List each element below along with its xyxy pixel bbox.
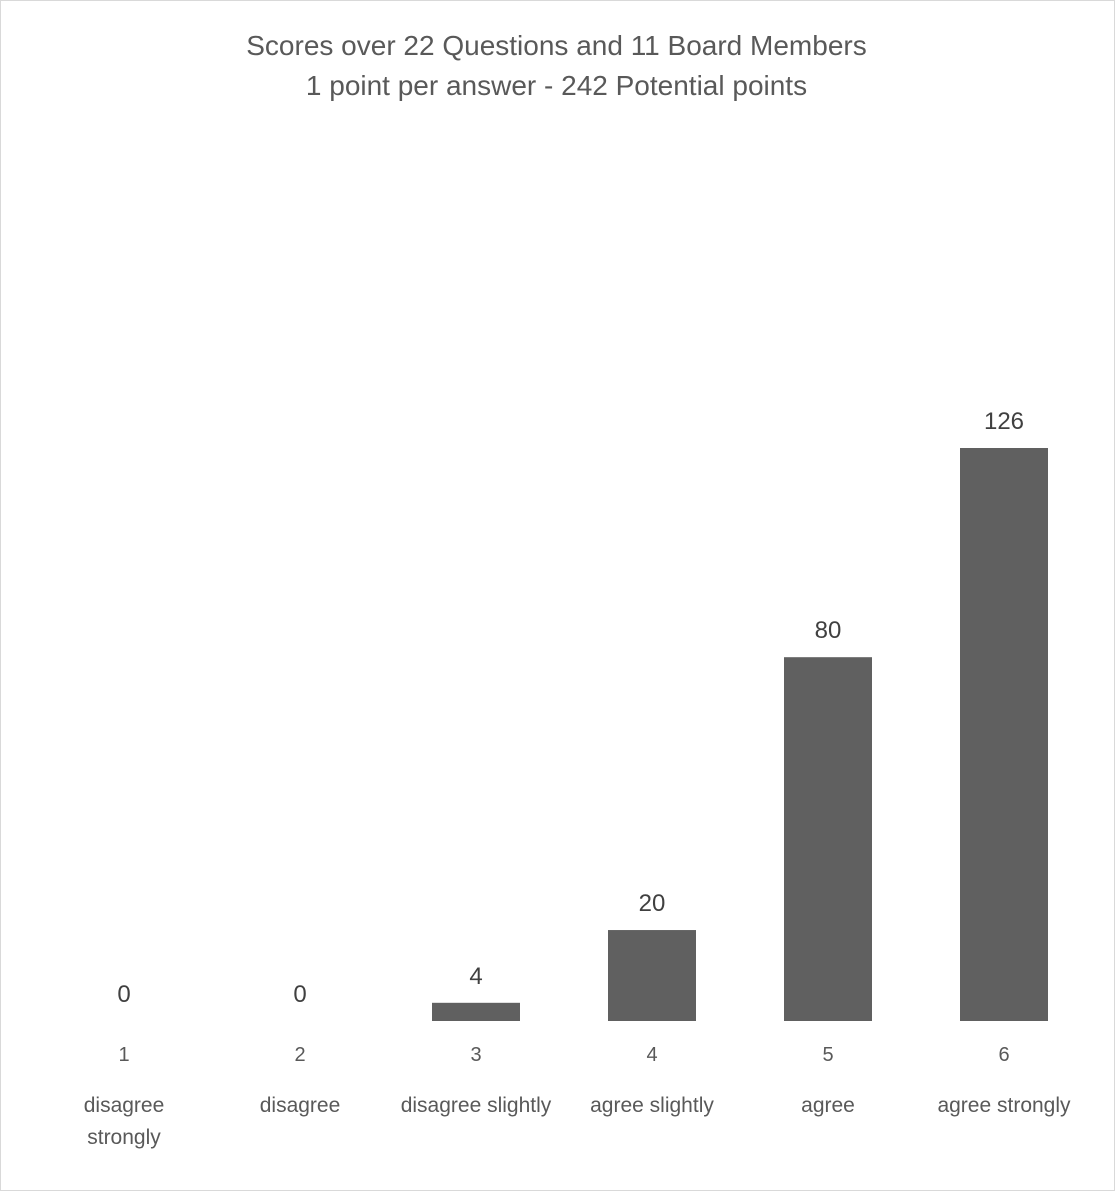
data-label-6: 126 <box>984 408 1024 435</box>
bar-4 <box>608 930 696 1021</box>
bar-3 <box>432 1002 520 1021</box>
tick-label-2: 2 <box>294 1044 305 1066</box>
bar-6 <box>960 448 1048 1021</box>
category-label-6: agree strongly <box>937 1094 1071 1117</box>
data-label-3: 4 <box>469 963 482 990</box>
category-label-4: agree slightly <box>590 1094 714 1117</box>
tick-label-3: 3 <box>470 1044 481 1066</box>
chart-subtitle: 1 point per answer - 242 Potential point… <box>305 70 808 101</box>
category-label-1: disagree strongly <box>84 1094 165 1149</box>
tick-label-6: 6 <box>998 1044 1009 1066</box>
category-label-5: agree <box>801 1094 855 1117</box>
bar-5 <box>784 657 872 1021</box>
data-label-2: 0 <box>293 981 306 1008</box>
data-label-5: 80 <box>815 617 842 644</box>
chart-title: Scores over 22 Questions and 11 Board Me… <box>246 30 867 61</box>
tick-label-5: 5 <box>822 1044 833 1066</box>
category-label-2: disagree <box>260 1094 341 1117</box>
data-label-1: 0 <box>117 981 130 1008</box>
tick-label-1: 1 <box>118 1044 129 1066</box>
data-label-4: 20 <box>639 890 666 917</box>
tick-label-4: 4 <box>646 1044 657 1066</box>
category-label-3: disagree slightly <box>401 1094 552 1117</box>
